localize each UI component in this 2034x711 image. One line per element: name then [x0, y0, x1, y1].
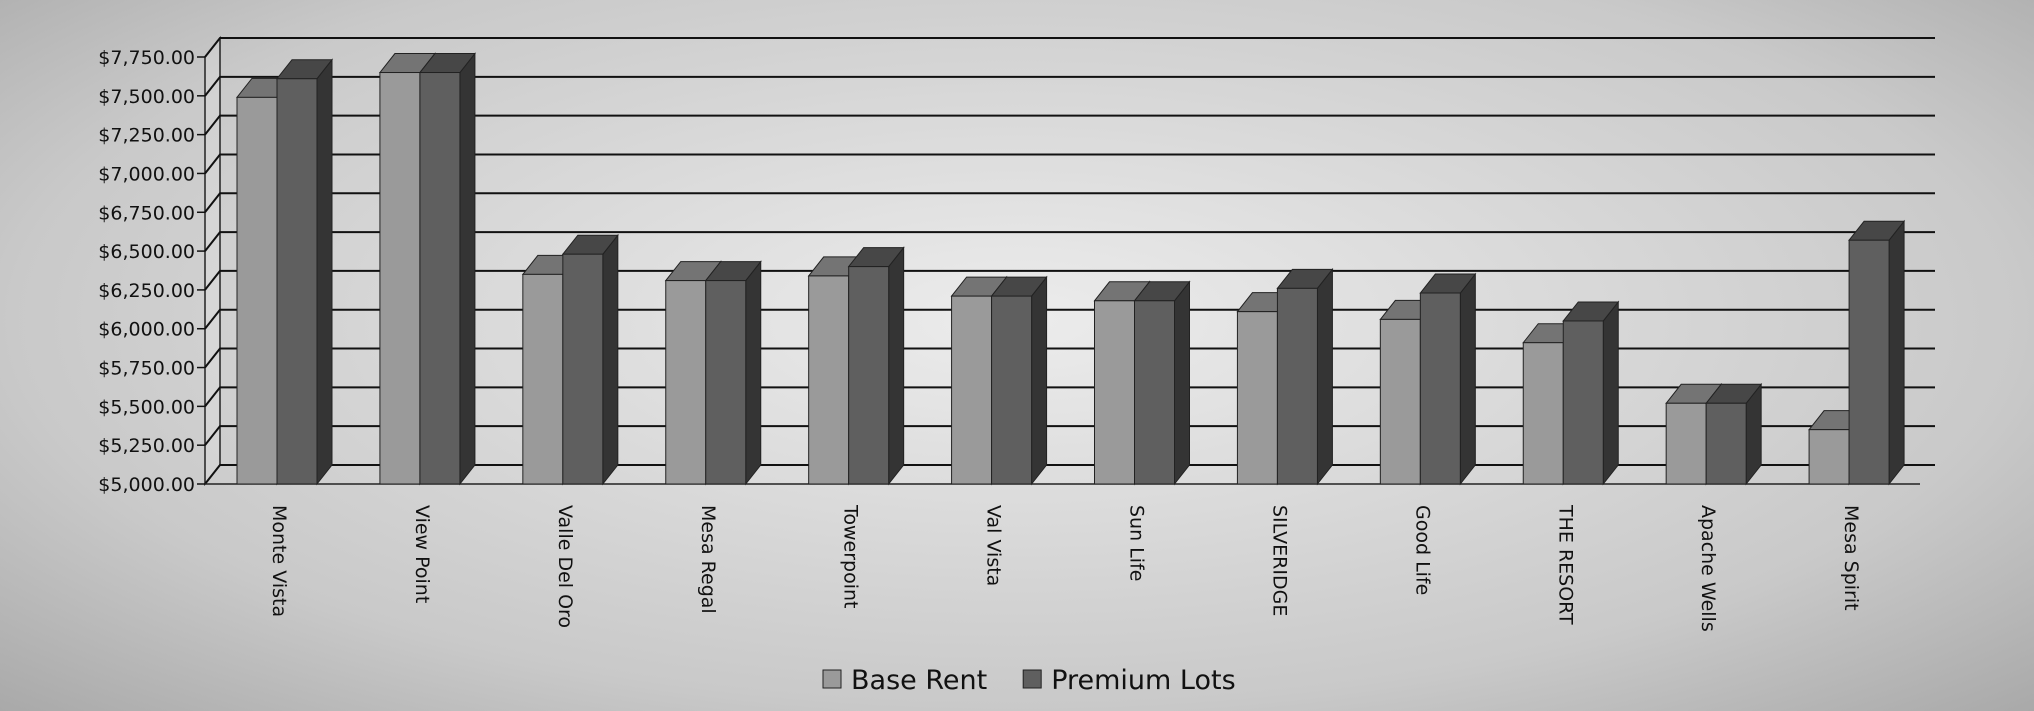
x-tick-label: Apache Wells [1697, 505, 1719, 632]
bar [951, 295, 993, 485]
x-tick-label: THE RESORT [1554, 504, 1576, 625]
y-tick-label: $5,250.00 [98, 435, 195, 457]
bar [1419, 292, 1461, 485]
x-tick-label: Monte Vista [268, 505, 290, 617]
y-tick-label: $7,000.00 [98, 163, 195, 185]
bar-side [459, 52, 476, 486]
y-tick-label: $5,500.00 [98, 396, 195, 418]
bar [1276, 287, 1318, 485]
side-wall [204, 35, 221, 487]
bar [419, 72, 461, 485]
y-tick-label: $7,250.00 [98, 125, 195, 147]
bar-side [1174, 280, 1190, 486]
x-tick-label: Mesa Regal [697, 505, 719, 614]
x-tick-label: Towerpoint [840, 504, 862, 609]
gridline [204, 308, 1935, 330]
bar [1848, 239, 1890, 485]
x-tick-label: SILVERIDGE [1268, 505, 1290, 616]
gridline [204, 192, 1935, 213]
gridline [204, 231, 1935, 252]
bar-side [1602, 300, 1619, 486]
y-tick-label: $6,250.00 [98, 280, 195, 302]
bar [1094, 300, 1135, 485]
bar [808, 275, 850, 485]
bar [1379, 318, 1421, 485]
bar-side [1316, 267, 1333, 486]
bar [1522, 342, 1564, 485]
x-tick-label: Sun Life [1126, 505, 1148, 581]
bar [1705, 402, 1747, 485]
bar [562, 253, 604, 485]
bar-side [602, 233, 619, 486]
bar [522, 273, 564, 485]
bar [665, 280, 707, 485]
legend-swatch [822, 669, 842, 689]
legend-swatch [1022, 669, 1042, 689]
gridline [204, 386, 1935, 407]
gridline [204, 114, 1935, 136]
gridline [204, 37, 1935, 58]
y-tick-label: $5,750.00 [98, 358, 195, 380]
y-tick-label: $7,750.00 [98, 47, 195, 69]
bar [1236, 311, 1278, 485]
x-tick-label: Valle Del Oro [554, 505, 576, 628]
bar [848, 266, 890, 485]
bar [1665, 402, 1707, 485]
bar [1562, 320, 1604, 485]
x-tick-label: Good Life [1411, 505, 1433, 595]
bar-side [1031, 275, 1048, 486]
bar [705, 280, 747, 485]
bar [276, 78, 318, 485]
bar-side [1888, 219, 1905, 486]
bar [236, 96, 278, 485]
gridline [204, 425, 1935, 446]
bar-side [1459, 272, 1476, 486]
gridline [204, 153, 1935, 175]
bar [379, 72, 421, 485]
legend-label: Premium Lots [1051, 665, 1235, 696]
bar-side [745, 260, 762, 486]
x-tick-label: View Point [411, 505, 433, 603]
bar [1808, 429, 1850, 485]
bar-side [888, 246, 905, 486]
y-tick-label: $7,500.00 [98, 86, 195, 108]
gridline [204, 464, 1935, 485]
y-tick-label: $6,000.00 [98, 319, 195, 341]
y-tick-label: $6,750.00 [98, 202, 195, 224]
gridline [204, 347, 1935, 369]
x-tick-label: Mesa Spirit [1840, 505, 1862, 611]
x-tick-label: Val Vista [983, 505, 1005, 586]
y-tick-label: $6,500.00 [98, 241, 195, 263]
bar [991, 295, 1033, 485]
bar [1134, 300, 1175, 485]
gridline [204, 269, 1935, 291]
y-tick-label: $5,000.00 [98, 474, 195, 496]
gridline [204, 75, 1935, 97]
legend-label: Base Rent [851, 665, 987, 696]
bar-side [316, 58, 333, 486]
